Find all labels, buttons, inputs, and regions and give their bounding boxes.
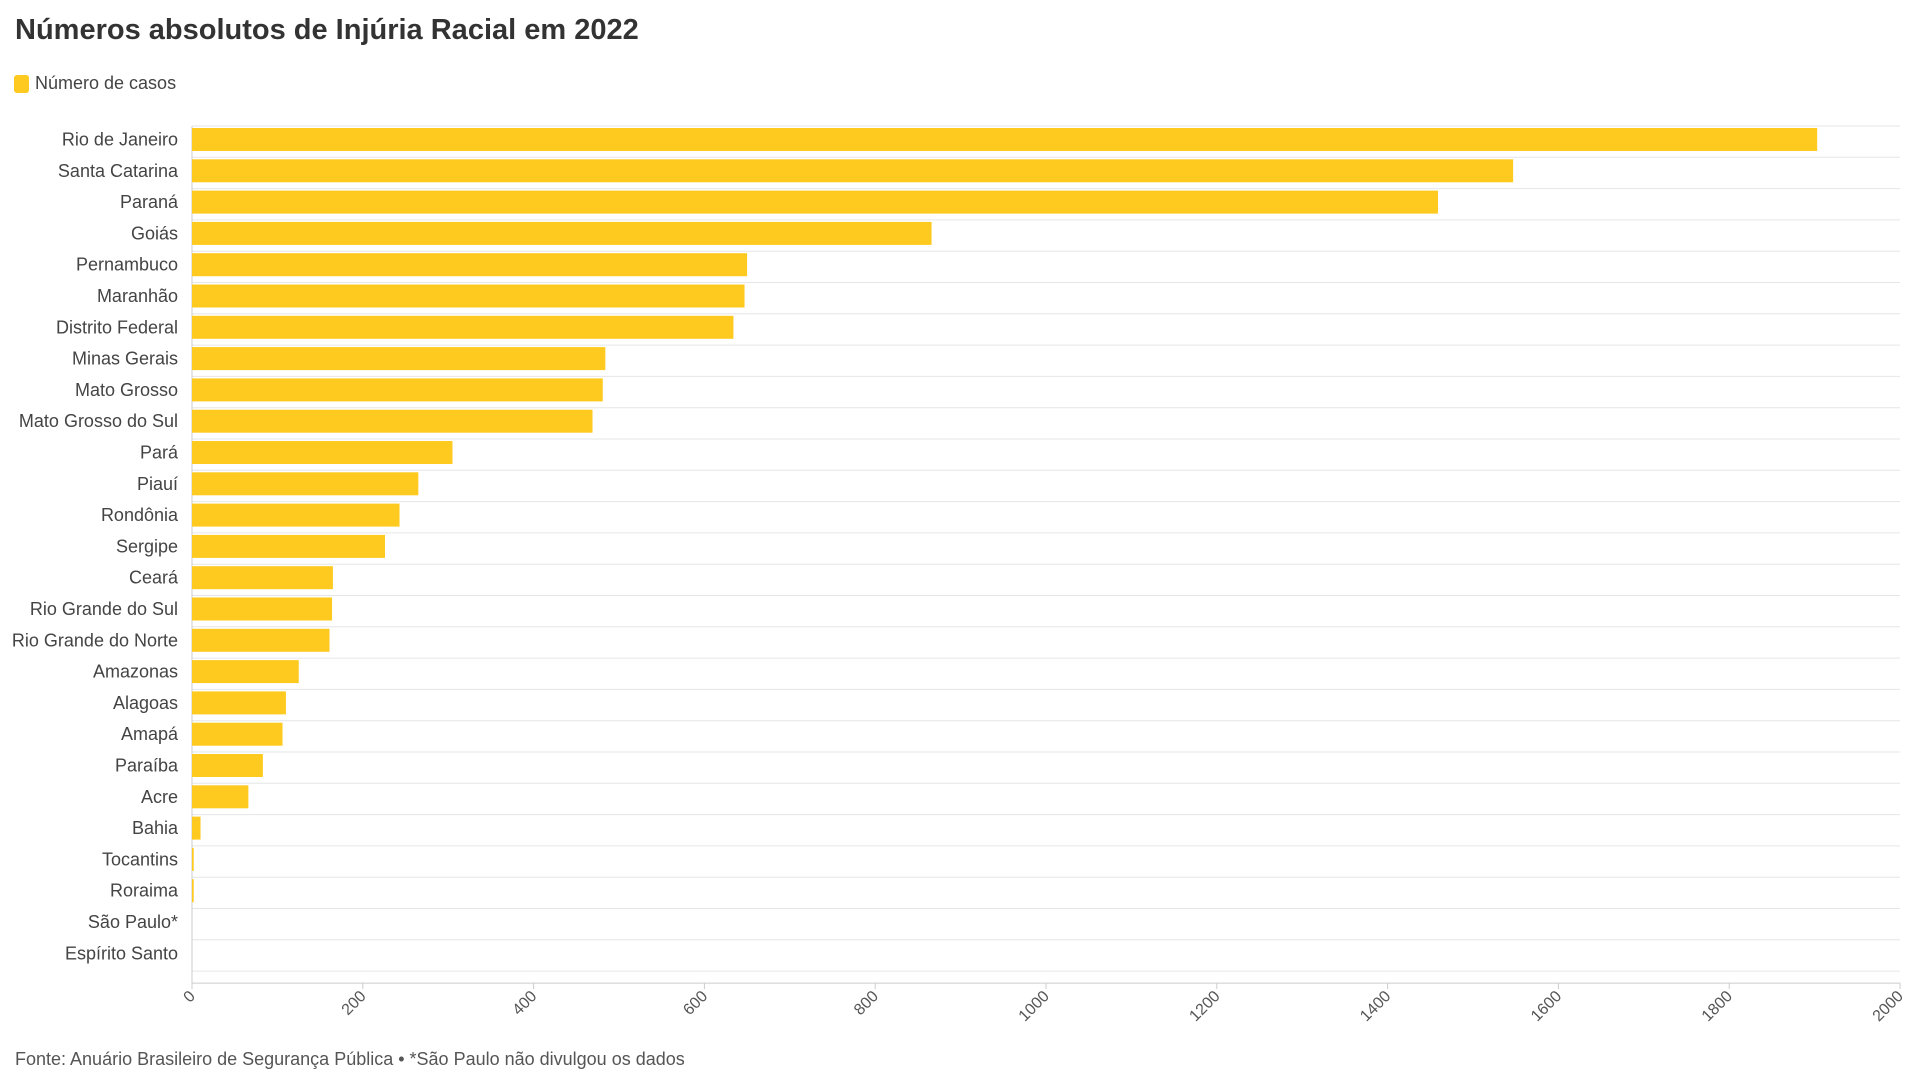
category-label: Sergipe (116, 536, 178, 556)
legend-label: Número de casos (35, 73, 177, 93)
bar (192, 253, 748, 277)
x-tick-label: 600 (680, 988, 711, 1019)
x-tick-label: 1000 (1016, 988, 1053, 1025)
bar (192, 754, 263, 777)
bar (192, 847, 194, 871)
x-tick-label: 1400 (1357, 988, 1394, 1025)
category-label: Distrito Federal (56, 317, 178, 337)
category-labels: Rio de Janeiro Santa Catarina Paraná Goiás P… (12, 130, 179, 964)
bar (192, 472, 419, 496)
bar-chart: Rio de Janeiro Santa Catarina Paraná Goiás P… (12, 125, 1907, 1025)
bar (192, 628, 330, 652)
category-label: Tocantins (102, 849, 178, 869)
category-label: Goiás (131, 223, 178, 243)
bar (192, 315, 734, 339)
bars (192, 128, 1818, 903)
category-label: Paraná (120, 192, 179, 212)
bar (192, 785, 249, 809)
category-label: Rio de Janeiro (62, 130, 178, 150)
category-label: Alagoas (113, 693, 178, 713)
bar (192, 597, 333, 621)
category-label: Pará (140, 443, 179, 463)
bar (192, 159, 1514, 183)
category-label: Rio Grande do Norte (12, 630, 178, 650)
source-note: Fonte: Anuário Brasileiro de Segurança P… (15, 1049, 685, 1069)
grid-lines (191, 125, 1900, 984)
bar (192, 566, 333, 590)
category-label: Rondônia (101, 505, 179, 525)
category-label: Santa Catarina (58, 161, 179, 181)
bar (192, 691, 286, 715)
x-tick-label: 800 (851, 988, 882, 1019)
category-label: Mato Grosso (75, 380, 178, 400)
bar (192, 503, 400, 527)
bar (192, 221, 932, 245)
category-label: Roraima (110, 881, 179, 901)
x-tick-label: 400 (510, 988, 541, 1019)
bar (192, 816, 201, 840)
x-tick-label: 1200 (1186, 988, 1223, 1025)
bar (192, 660, 299, 684)
category-label: Pernambuco (76, 255, 178, 275)
category-label: Amazonas (93, 662, 178, 682)
category-label: Amapá (121, 724, 179, 744)
category-label: Espírito Santo (65, 943, 178, 963)
bar (192, 534, 386, 558)
chart-title: Números absolutos de Injúria Racial em 2… (15, 14, 639, 46)
x-tick-label: 1800 (1699, 988, 1736, 1025)
bar (192, 722, 283, 746)
bar (192, 128, 1818, 151)
legend-swatch (14, 74, 29, 93)
category-label: Ceará (129, 568, 179, 588)
x-tick-label: 0 (181, 988, 199, 1006)
category-label: Paraíba (115, 756, 179, 776)
category-label: São Paulo* (88, 912, 178, 932)
bar (192, 347, 606, 371)
bar (192, 441, 453, 464)
category-label: Minas Gerais (72, 349, 178, 369)
bar (192, 190, 1438, 214)
x-tick-label: 200 (339, 988, 370, 1019)
category-label: Piauí (137, 474, 178, 494)
category-label: Mato Grosso do Sul (19, 411, 178, 431)
x-tick-label: 1600 (1528, 988, 1565, 1025)
x-tick-label: 2000 (1870, 988, 1907, 1025)
bar (192, 879, 194, 903)
bar (192, 284, 745, 308)
legend: Número de casos (14, 73, 176, 94)
category-label: Bahia (132, 818, 179, 838)
category-label: Rio Grande do Sul (30, 599, 178, 619)
category-label: Acre (141, 787, 178, 807)
bar (192, 409, 593, 433)
x-axis: 0 200 400 600 800 1000 1200 1400 1600 1800 2000 (181, 982, 1907, 1025)
category-label: Maranhão (97, 286, 178, 306)
bar (192, 378, 603, 402)
